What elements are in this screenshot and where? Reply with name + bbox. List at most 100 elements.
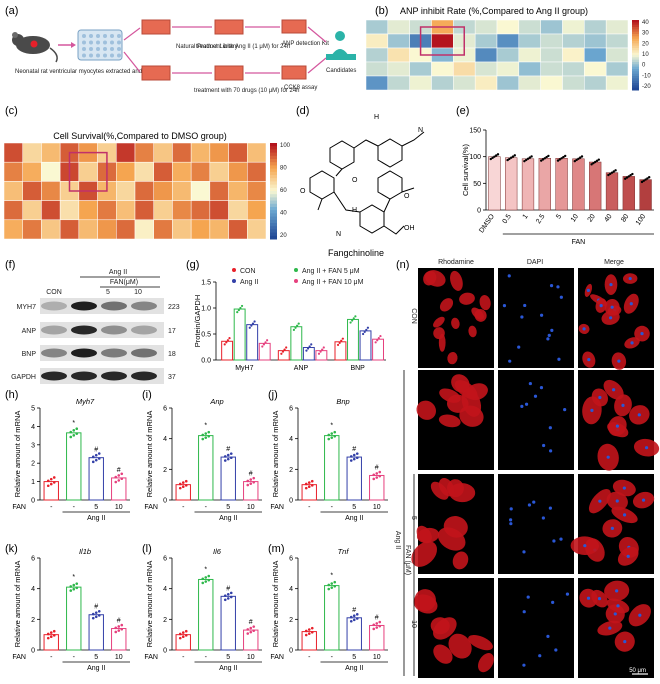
cell-cytoskeleton <box>411 541 438 567</box>
colorbar-step <box>270 210 277 214</box>
colorbar-step <box>632 59 639 63</box>
group-label: Ang II <box>219 515 237 522</box>
well <box>103 47 107 51</box>
colorbar-step <box>270 149 277 154</box>
bar <box>88 457 104 501</box>
colorbar-step <box>270 152 277 157</box>
data-point <box>252 625 256 628</box>
blot-band <box>101 348 127 358</box>
well-plate-icon <box>77 29 123 61</box>
data-point <box>355 613 359 616</box>
colorbar-tick: 100 <box>280 143 291 149</box>
data-point <box>307 632 311 635</box>
data-point <box>97 614 101 617</box>
panel-i: (i) Anp 0 2 4 6 Relative amount of mRNA - - * 5 #10… <box>142 389 262 522</box>
colorbar-step <box>632 24 639 28</box>
blot-band <box>41 301 67 311</box>
data-point <box>363 330 366 334</box>
data-point <box>562 155 565 159</box>
cell-nucleus <box>539 313 544 317</box>
heatmap-cell <box>474 61 498 77</box>
x-tick-label: - <box>182 654 185 661</box>
y-tick-label: 0 <box>31 648 35 655</box>
x-tick-label: 80 <box>620 213 630 223</box>
colorbar-step <box>632 27 639 30</box>
panel-c-label: (c) <box>5 105 18 117</box>
heatmap-cell <box>247 200 267 221</box>
cell-nucleus <box>637 413 641 417</box>
heatmap-cell <box>496 47 520 63</box>
x-tick-label: - <box>73 504 76 511</box>
scale-bar-label: 50 μm <box>629 668 646 674</box>
data-point <box>625 176 629 179</box>
colorbar-c: 100 80 60 40 20 <box>270 143 291 240</box>
heatmap-cell <box>209 219 229 240</box>
data-point <box>355 617 359 620</box>
bar <box>346 456 362 501</box>
data-point <box>526 157 530 160</box>
x-tick-label: 5 <box>226 654 230 661</box>
bar <box>521 158 535 211</box>
data-point <box>330 436 334 439</box>
bar <box>220 595 236 651</box>
heatmap-cell <box>431 33 454 49</box>
fan-label: FAN <box>270 654 284 661</box>
data-point <box>374 341 377 344</box>
heatmap-cell <box>78 200 98 221</box>
data-point <box>530 155 533 158</box>
data-point <box>252 476 256 480</box>
x-tick-label: - <box>308 504 311 511</box>
colorbar-step <box>632 71 639 75</box>
sig-hash: # <box>249 471 253 478</box>
bar <box>88 614 104 651</box>
atom-o-3: O <box>404 193 410 200</box>
group-label: Ang II <box>87 515 105 522</box>
panel-j: (j) Bnp 0 2 4 6 Relative amount of mRNA - - * 5 #10… <box>268 389 388 522</box>
bar <box>572 158 585 211</box>
data-point <box>646 177 649 180</box>
cell-cytoskeleton <box>468 634 493 651</box>
data-point <box>178 482 182 486</box>
x-tick-label: 5 <box>94 504 98 511</box>
sig-hash: # <box>94 604 98 611</box>
library-text: Natural Product Library <box>176 44 238 50</box>
heatmap-cell <box>41 142 61 163</box>
cell-nucleus <box>528 381 532 386</box>
data-point <box>75 586 79 590</box>
data-point <box>229 452 233 455</box>
cell-cytoskeleton <box>433 617 457 640</box>
legend-marker <box>294 279 298 283</box>
colorbar-step <box>270 232 277 237</box>
colorbar-step <box>270 203 277 208</box>
gene-name: Anp <box>209 397 223 406</box>
colorbar-step <box>632 76 639 79</box>
data-point <box>612 170 615 173</box>
well <box>96 34 100 38</box>
bar <box>369 624 385 651</box>
cell-nucleus <box>509 507 513 511</box>
blot-band <box>131 325 157 335</box>
data-point <box>378 470 382 474</box>
heatmap-cell <box>496 19 520 35</box>
data-point <box>207 578 211 582</box>
blot-band <box>71 301 97 311</box>
cell-cytoskeleton <box>471 307 484 320</box>
well <box>89 40 93 45</box>
bar <box>246 324 259 361</box>
legend-marker <box>294 268 298 272</box>
data-point <box>223 455 227 458</box>
atom-n-top: N <box>418 127 423 134</box>
candidates-text: Candidates <box>326 68 356 74</box>
data-point <box>246 479 250 483</box>
heatmap-cell <box>518 33 541 49</box>
data-point <box>261 345 264 348</box>
heatmap-cell <box>540 75 563 91</box>
cell-nucleus <box>610 305 614 309</box>
data-point <box>330 586 334 589</box>
bar <box>43 634 59 651</box>
cell-nucleus <box>586 596 591 600</box>
heatmap-cell <box>134 161 154 182</box>
data-point <box>349 615 353 619</box>
